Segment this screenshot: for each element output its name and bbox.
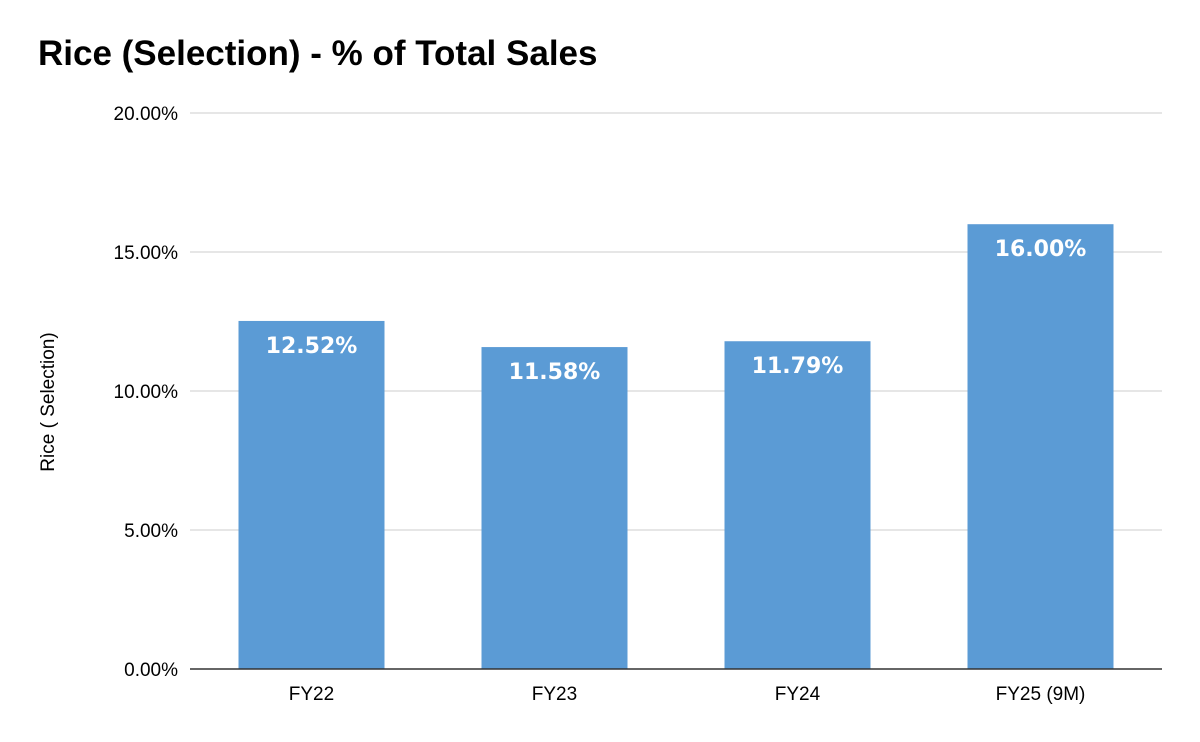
y-tick-label: 5.00% xyxy=(124,521,178,542)
x-tick-label: FY24 xyxy=(775,684,821,705)
y-tick-label: 15.00% xyxy=(114,243,179,264)
y-axis-title: Rice ( Selection) xyxy=(38,332,59,471)
y-tick-label: 10.00% xyxy=(114,382,179,403)
x-axis-ticks: FY22 FY23 FY24 FY25 (9M) xyxy=(289,684,1086,705)
x-tick-label: FY22 xyxy=(289,684,334,705)
data-label: 12.52% xyxy=(266,334,358,359)
y-axis-ticks: 0.00% 5.00% 10.00% 15.00% 20.00% xyxy=(114,104,179,681)
y-tick-label: 20.00% xyxy=(114,104,179,125)
data-labels: 12.52% 11.58% 11.79% 16.00% xyxy=(266,237,1087,385)
y-tick-label: 0.00% xyxy=(124,660,178,681)
bars xyxy=(238,224,1114,669)
bar xyxy=(238,320,385,669)
data-label: 11.58% xyxy=(509,360,601,385)
chart-title: Rice (Selection) - % of Total Sales xyxy=(38,34,598,73)
data-label: 11.79% xyxy=(752,354,844,379)
bar xyxy=(967,224,1114,669)
x-tick-label: FY25 (9M) xyxy=(996,684,1086,705)
x-tick-label: FY23 xyxy=(532,684,577,705)
bar xyxy=(724,341,871,669)
data-label: 16.00% xyxy=(995,237,1087,262)
bar xyxy=(481,347,628,669)
